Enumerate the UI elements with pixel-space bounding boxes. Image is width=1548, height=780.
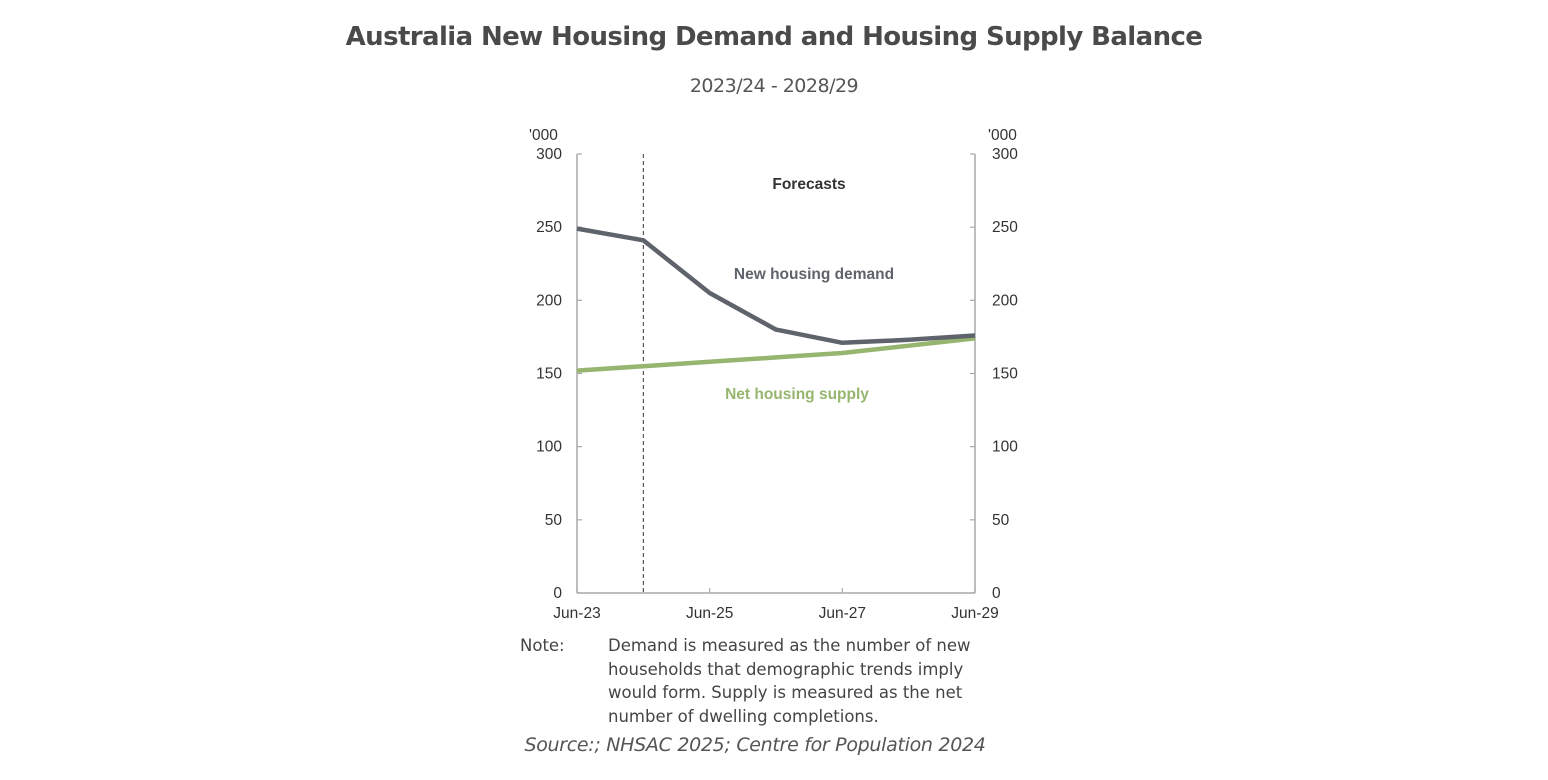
y-unit-right: '000 — [988, 127, 1017, 144]
y-tick-label-left: 250 — [536, 219, 562, 236]
x-tick-label: Jun-25 — [686, 605, 733, 622]
chart-labels: Forecasts New housing demand Net housing s… — [725, 176, 894, 403]
chart-axes: 0 0 50 50 100 100 150 150 200 200 250 250 300 300 '000… — [529, 127, 1018, 622]
y-tick-label-right: 50 — [992, 512, 1010, 529]
y-tick-label-right: 250 — [992, 219, 1018, 236]
x-tick-label: Jun-29 — [951, 605, 998, 622]
y-tick-label-left: 0 — [553, 585, 562, 602]
y-tick-label-left: 150 — [536, 366, 562, 383]
x-tick-label: Jun-23 — [553, 605, 600, 622]
y-tick-label-right: 200 — [992, 292, 1018, 309]
forecasts-annotation: Forecasts — [772, 176, 845, 193]
note-text: Demand is measured as the number of new … — [608, 636, 971, 726]
x-tick-label: Jun-27 — [819, 605, 866, 622]
chart-subtitle: 2023/24 - 2028/29 — [689, 75, 859, 97]
chart-source: Source:; NHSAC 2025; Centre for Populati… — [524, 734, 986, 756]
y-tick-label-left: 200 — [536, 292, 562, 309]
y-tick-label-right: 150 — [992, 366, 1018, 383]
supply-series-label: Net housing supply — [725, 386, 869, 403]
y-unit-left: '000 — [529, 127, 558, 144]
chart-series — [576, 226, 976, 373]
y-tick-label-right: 100 — [992, 439, 1018, 456]
series-line-new-housing-demand — [576, 226, 976, 346]
y-tick-label-left: 50 — [545, 512, 563, 529]
series-line-net-housing-supply — [576, 336, 976, 373]
chart-title: Australia New Housing Demand and Housing… — [345, 22, 1203, 52]
y-tick-label-left: 300 — [536, 146, 562, 163]
demand-series-label: New housing demand — [734, 266, 894, 283]
y-tick-label-left: 100 — [536, 439, 562, 456]
y-tick-label-right: 0 — [992, 585, 1001, 602]
note-label: Note: — [520, 636, 565, 655]
y-tick-label-right: 300 — [992, 146, 1018, 163]
